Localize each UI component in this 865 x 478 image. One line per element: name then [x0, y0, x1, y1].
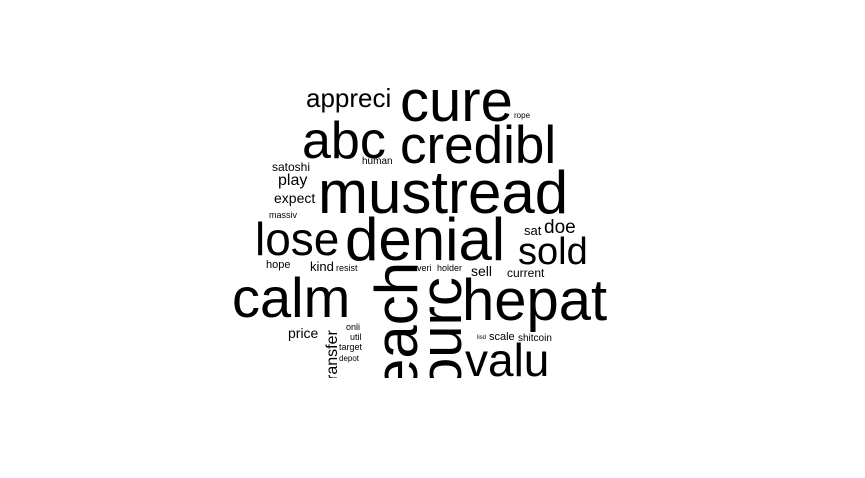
- word-holder: holder: [437, 263, 463, 273]
- word-sell: sell: [471, 263, 493, 279]
- word-play: play: [278, 172, 308, 189]
- word-massiv: massiv: [269, 210, 298, 220]
- word-doe: doe: [544, 217, 576, 238]
- word-calm: calm: [232, 266, 351, 329]
- word-depot: depot: [339, 354, 360, 363]
- word-util: util: [350, 332, 362, 342]
- word-credibl: credibl: [400, 116, 557, 175]
- word-target: target: [339, 342, 363, 352]
- word-abc: abc: [302, 112, 386, 170]
- word-valu: valu: [465, 334, 550, 386]
- word-cure: cure: [400, 69, 513, 134]
- word-scale: scale: [489, 331, 515, 343]
- word-kind: kind: [310, 259, 334, 274]
- word-sat: sat: [524, 223, 542, 238]
- word-shitcoin: shitcoin: [518, 333, 552, 344]
- word-everi: everi: [412, 263, 432, 273]
- word-ourc: ourc: [409, 277, 474, 390]
- word-mustread: mustread: [318, 159, 569, 226]
- word-satoshi: satoshi: [272, 160, 311, 174]
- word-appreci: appreci: [306, 83, 392, 113]
- word-price: price: [288, 325, 319, 341]
- word-lose: lose: [255, 213, 340, 265]
- word-sold: sold: [518, 231, 588, 273]
- word-hope: hope: [266, 259, 291, 271]
- word-human: human: [362, 156, 393, 167]
- word-current: current: [507, 266, 545, 280]
- word-lisd: lisd: [477, 335, 487, 341]
- word-resist: resist: [336, 263, 358, 273]
- cloud-bottom-clip: [0, 378, 865, 478]
- word-hepat: hepat: [462, 268, 608, 333]
- word-onli: onli: [346, 322, 361, 332]
- word-expect: expect: [274, 190, 316, 206]
- word-rope: rope: [514, 111, 531, 120]
- word-denial: denial: [345, 206, 506, 273]
- word-ransfer: ransfer: [324, 330, 341, 380]
